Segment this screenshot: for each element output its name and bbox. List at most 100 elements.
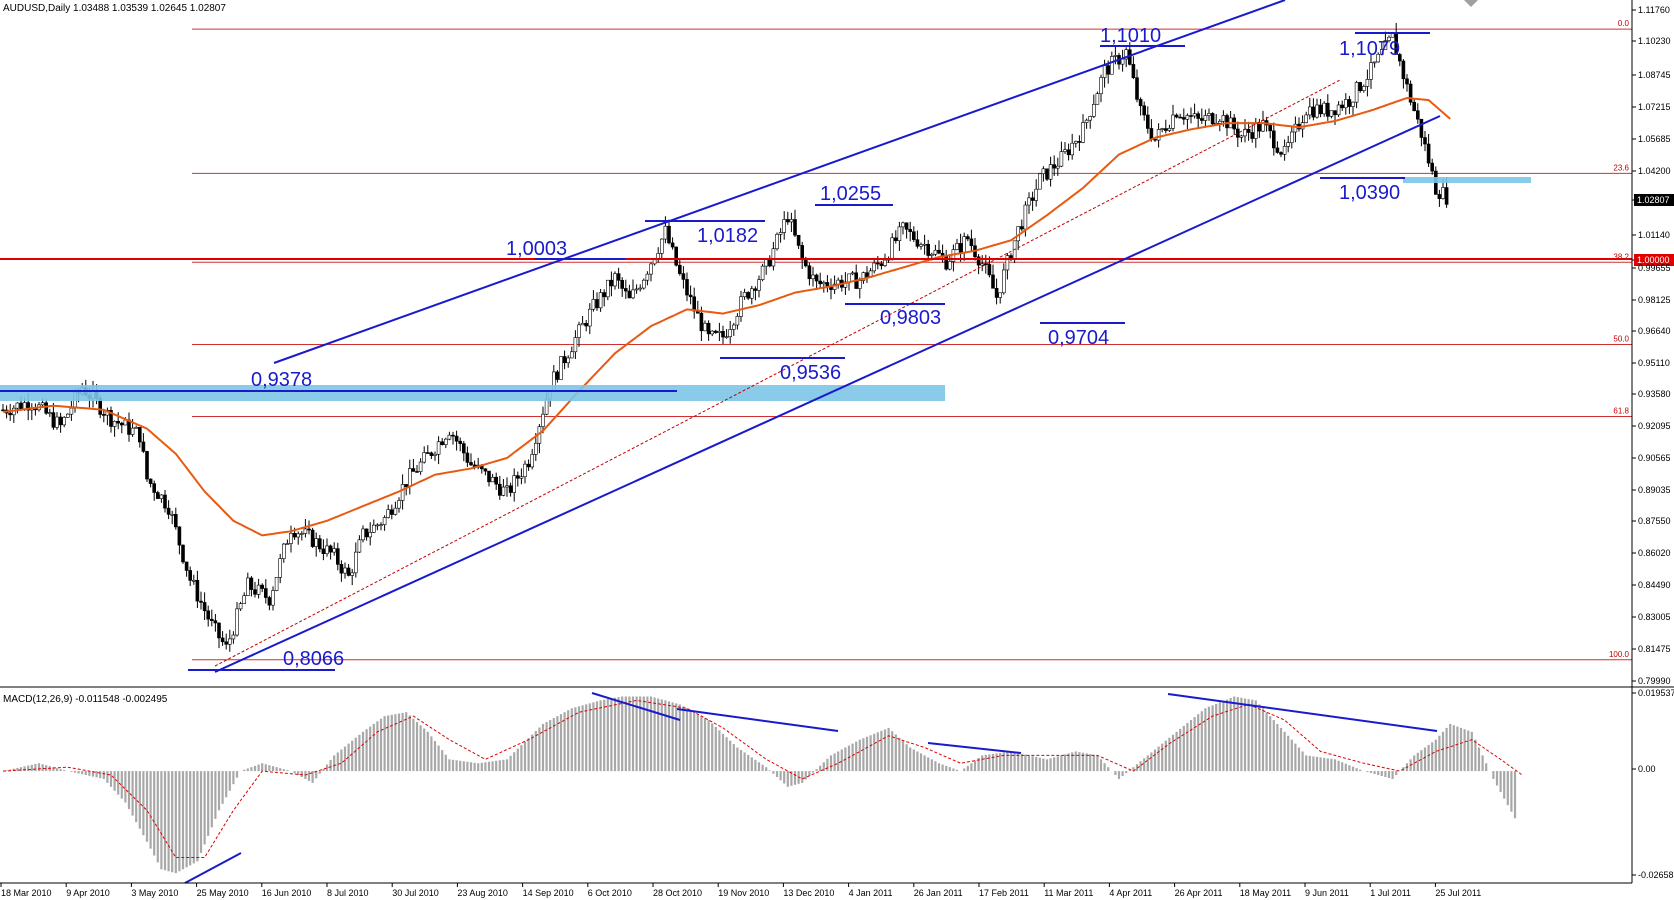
candle-396 [1426,133,1431,168]
macd-tick-label-1: 0.00 [1638,764,1656,774]
candle-96 [346,563,351,577]
candle-301 [1084,118,1089,129]
candle-201 [724,329,729,339]
channel-upper-line [273,0,1286,364]
candle-99 [357,535,362,554]
candle-249 [897,221,902,251]
candle-296 [1066,143,1071,161]
candle-135 [487,470,491,487]
candle-381 [1372,61,1377,68]
candle-293 [1056,157,1060,176]
candle-97 [350,568,355,586]
date-tick-label-8: 14 Sep 2010 [523,888,574,898]
candle-199 [717,322,722,341]
price-panel: 0.0 23.6 38.2 50.0 61.8 100.0 1,1010 1,1079 1… [0,0,1632,673]
candle-161 [580,315,585,326]
date-axis: 18 Mar 2010 9 Apr 2010 3 May 2010 25 May 20… [0,883,1481,898]
candle-2 [8,403,12,421]
candle-47 [170,510,174,525]
fib-label-4: 61.8 [1613,407,1629,416]
candle-359 [1293,116,1298,143]
candle-362 [1304,111,1308,124]
candle-150 [541,406,545,434]
candle-40 [145,450,149,482]
candle-169 [609,271,614,297]
candle-68 [246,572,250,597]
candle-376 [1354,80,1359,109]
macd-divergence-line-1 [591,692,681,721]
candle-383 [1380,42,1384,56]
candle-285 [1027,192,1031,214]
candle-206 [742,288,747,300]
candle-141 [508,482,513,497]
date-tick-label-19: 18 May 2011 [1240,888,1291,898]
fib-label-2: 38.2 [1613,252,1629,261]
candle-197 [710,330,715,337]
candle-121 [436,436,441,465]
candle-76 [274,577,279,592]
candle-93 [335,542,340,571]
candle-120 [433,451,437,461]
candle-84 [303,519,308,538]
candle-118 [425,445,430,454]
macd-divergence-line-3 [927,742,1022,754]
candle-363 [1308,97,1312,120]
candle-125 [451,431,455,445]
candle-177 [638,284,643,292]
candle-62 [224,633,228,650]
candle-335 [1207,108,1211,121]
candle-57 [206,605,210,627]
candle-43 [156,490,160,499]
candle-116 [418,458,423,475]
candle-254 [915,230,920,249]
candle-183 [659,238,664,260]
candle-67 [242,592,246,604]
candle-369 [1329,110,1334,119]
candle-60 [217,622,221,649]
candle-142 [512,468,517,502]
candle-127 [458,437,463,452]
candle-259 [933,244,938,257]
candle-397 [1430,158,1434,175]
candle-354 [1275,141,1280,154]
candle-218 [785,211,790,225]
candle-352 [1268,123,1272,139]
candle-102 [368,522,373,546]
candle-155 [559,356,563,380]
candle-45 [163,489,167,513]
candle-353 [1272,122,1276,156]
candle-83 [299,531,304,541]
candle-325 [1171,104,1175,132]
candle-279 [1005,253,1010,280]
candle-299 [1077,135,1082,151]
price-label-0-9378: 0,9378 [251,369,312,391]
candle-129 [465,446,470,467]
date-tick-label-0: 18 Mar 2010 [1,888,52,898]
fibonacci-levels: 0.0 23.6 38.2 50.0 61.8 100.0 [192,19,1632,661]
date-tick-label-15: 17 Feb 2011 [979,888,1029,898]
candle-176 [634,284,639,294]
candle-100 [361,525,365,543]
candle-172 [620,277,625,297]
price-tick-label-17: 0.87550 [1638,516,1671,526]
candle-33 [120,421,124,434]
candle-189 [681,266,686,289]
candle-186 [670,237,675,250]
candle-167 [602,289,607,307]
candle-239 [861,271,866,284]
candle-215 [775,232,779,251]
candle-148 [533,433,538,461]
candle-158 [569,346,574,359]
candle-295 [1063,141,1067,154]
candle-370 [1333,110,1337,126]
candle-86 [310,527,315,548]
candle-196 [706,320,711,341]
candle-318 [1146,106,1150,134]
date-tick-label-22: 25 Jul 2011 [1435,888,1481,898]
candle-344 [1239,134,1244,143]
candle-14 [51,402,56,430]
candle-225 [811,266,815,287]
candle-244 [879,261,884,270]
